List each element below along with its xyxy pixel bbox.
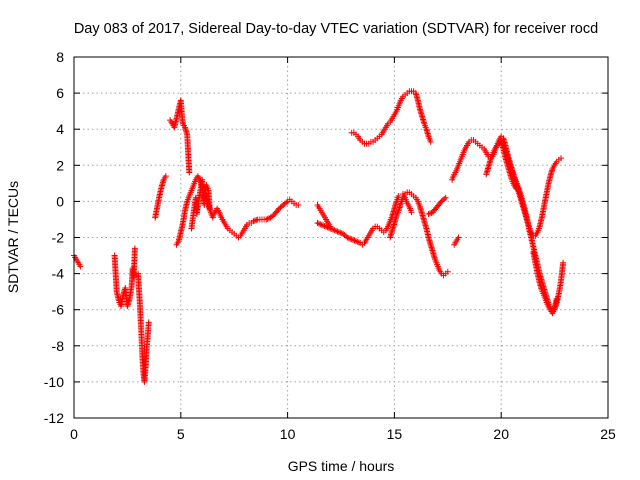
y-tick-label: -12 — [44, 410, 64, 426]
axis-ticks: 0 5 10 15 20 25 -12 -10 -8 -6 -4 -2 0 2 4 6 8 — [44, 49, 616, 442]
data-point — [331, 227, 338, 234]
data-point — [427, 138, 434, 145]
y-axis-label: SDTVAR / TECUs — [5, 181, 21, 293]
y-tick-label: -6 — [52, 302, 65, 318]
x-tick-label: 0 — [70, 426, 78, 442]
plot-frame — [73, 56, 609, 419]
data-point — [337, 229, 344, 236]
data-point — [455, 234, 462, 241]
x-tick-label: 25 — [600, 426, 616, 442]
data-point — [444, 268, 451, 275]
data-point — [263, 216, 270, 223]
y-tick-label: 4 — [56, 121, 64, 137]
data-point — [318, 221, 325, 228]
data-point — [442, 194, 449, 201]
data-point — [320, 222, 327, 229]
data-point — [351, 237, 358, 244]
y-tick-label: -10 — [44, 374, 64, 390]
data-point — [558, 155, 565, 162]
grid — [74, 57, 608, 418]
data-point — [335, 229, 342, 236]
y-tick-label: -4 — [52, 266, 65, 282]
data-point — [441, 195, 448, 202]
data-point — [77, 263, 84, 270]
data-point — [325, 224, 332, 231]
data-point — [425, 211, 432, 218]
data-points — [71, 88, 567, 385]
data-point — [408, 209, 415, 216]
data-point — [323, 223, 330, 230]
data-point — [186, 169, 193, 176]
data-point — [347, 235, 354, 242]
data-point — [334, 228, 341, 235]
data-point — [321, 223, 328, 230]
y-tick-label: 2 — [56, 157, 64, 173]
data-point — [348, 236, 355, 243]
data-point — [354, 238, 361, 245]
data-point — [427, 210, 433, 217]
data-point — [395, 192, 402, 199]
data-point — [560, 259, 567, 266]
data-point — [251, 217, 258, 224]
x-tick-label: 10 — [280, 426, 296, 442]
data-point — [131, 245, 138, 252]
data-point — [162, 173, 169, 180]
data-point — [324, 224, 331, 231]
y-tick-label: -8 — [52, 338, 65, 354]
data-point — [345, 235, 352, 242]
x-tick-label: 20 — [493, 426, 509, 442]
data-point — [317, 221, 324, 228]
y-tick-label: 0 — [56, 193, 64, 209]
data-point — [333, 227, 340, 234]
y-tick-label: 8 — [56, 49, 64, 65]
data-point — [327, 225, 334, 232]
data-point — [145, 319, 152, 326]
x-tick-label: 15 — [387, 426, 403, 442]
data-point — [264, 215, 271, 222]
data-point — [314, 220, 321, 227]
data-point — [330, 226, 337, 233]
data-point — [350, 236, 357, 243]
data-point — [553, 295, 560, 302]
y-tick-label: -2 — [52, 230, 65, 246]
chart-title: Day 083 of 2017, Sidereal Day-to-day VTE… — [74, 21, 598, 37]
data-point — [315, 220, 322, 227]
x-tick-label: 5 — [177, 426, 185, 442]
data-point — [295, 202, 302, 209]
data-point — [355, 239, 362, 246]
data-point — [206, 205, 213, 212]
data-point — [283, 199, 290, 206]
y-tick-label: 6 — [56, 85, 64, 101]
data-point — [328, 226, 335, 233]
data-point — [344, 234, 351, 241]
data-point — [513, 185, 520, 192]
data-point — [352, 238, 359, 245]
data-point — [253, 217, 260, 224]
x-axis-label: GPS time / hours — [288, 458, 395, 474]
data-point — [250, 218, 257, 225]
